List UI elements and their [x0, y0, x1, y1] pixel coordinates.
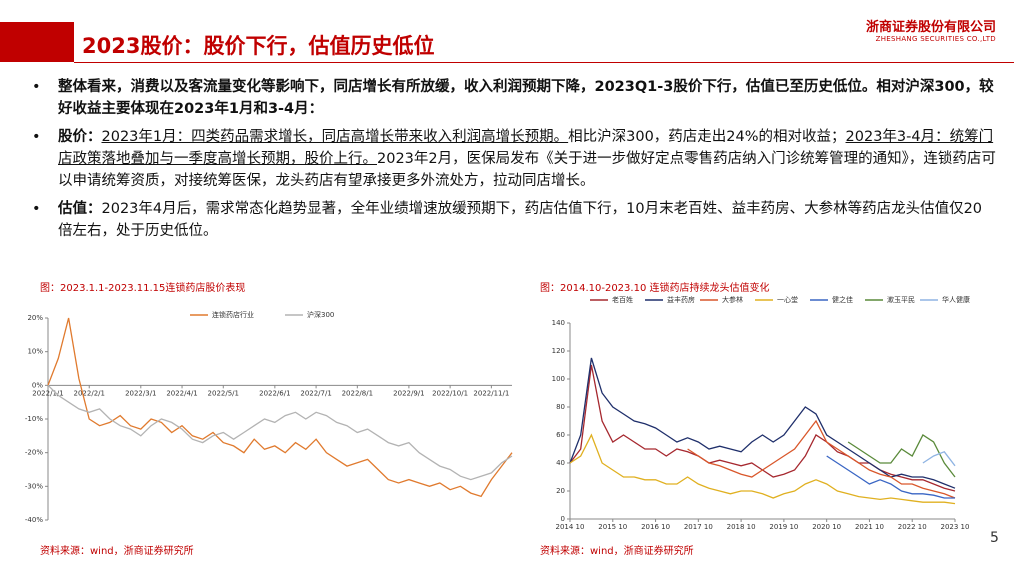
x-tick-label: 2022/1/1: [32, 389, 63, 397]
data-line: [47, 384, 513, 481]
y-tick-label: 140: [552, 319, 565, 327]
bullet-text: 2023年2月，医保局发布《关于进一步做好定点零售药店纳入门诊统筹管理的通知》，…: [58, 151, 996, 189]
bullet-text: 2023年1月：四类药品需求增长，同店高增长带来收入利润高增长预期。: [101, 129, 569, 145]
legend-label: 华人健康: [942, 295, 970, 304]
x-tick-label: 2022/5/1: [208, 389, 239, 397]
page-number: 5: [990, 530, 999, 546]
y-tick-label: -30%: [25, 482, 43, 490]
x-tick-label: 2022/3/1: [125, 389, 156, 397]
y-tick-label: 0%: [32, 381, 43, 389]
bullet: 整体看来，消费以及客流量变化等影响下，同店增长有所放缓，收入利润预期下降，202…: [28, 76, 996, 120]
logo: 浙商证券股份有限公司 ZHESHANG SECURITIES CO.,LTD: [866, 16, 996, 43]
legend-label: 连锁药店行业: [212, 310, 254, 319]
y-tick-label: 20: [556, 487, 565, 495]
bullet-label: 估值：: [58, 201, 102, 217]
x-tick-label: 2022/8/1: [342, 389, 373, 397]
x-tick-label: 2022/7/1: [300, 389, 331, 397]
legend-label: 益丰药房: [667, 295, 695, 304]
company-name-en: ZHESHANG SECURITIES CO.,LTD: [875, 35, 996, 43]
y-tick-label: 10%: [27, 348, 43, 356]
x-tick-label: 2022/2/1: [74, 389, 105, 397]
x-tick-label: 2022/6/1: [259, 389, 290, 397]
chart-title: 图：2014.10-2023.10 连锁药店持续龙头估值变化: [540, 283, 770, 294]
data-line: [47, 317, 513, 498]
divider: [74, 62, 1014, 63]
y-tick-label: 20%: [27, 314, 43, 322]
x-tick-label: 2022/9/1: [393, 389, 424, 397]
x-tick-label: 2014 10: [556, 523, 585, 531]
legend-label: 老百姓: [612, 295, 633, 304]
y-tick-label: 40: [556, 459, 565, 467]
legend-label: 沪深300: [307, 310, 334, 319]
legend-label: 大参林: [722, 295, 743, 304]
bullet-list: 整体看来，消费以及客流量变化等影响下，同店增长有所放缓，收入利润预期下降，202…: [28, 76, 996, 248]
bullet-label: 股价：: [58, 129, 102, 145]
slide-title: 2023股价：股价下行，估值历史低位: [82, 34, 435, 58]
y-tick-label: -20%: [25, 449, 43, 457]
x-tick-label: 2022/10/1: [432, 389, 468, 397]
x-tick-label: 2022 10: [898, 523, 927, 531]
y-tick-label: 60: [556, 431, 565, 439]
legend-label: 漱玉平民: [887, 295, 915, 304]
y-tick-label: 120: [552, 347, 565, 355]
x-tick-label: 2019 10: [769, 523, 798, 531]
x-tick-label: 2016 10: [641, 523, 670, 531]
data-line: [847, 434, 956, 478]
bullet-text: 相比沪深300，药店走出24%的相对收益；: [568, 129, 846, 145]
bullet: 股价：2023年1月：四类药品需求增长，同店高增长带来收入利润高增长预期。相比沪…: [28, 126, 996, 192]
x-tick-label: 2020 10: [812, 523, 841, 531]
legend-label: 一心堂: [777, 295, 798, 304]
x-tick-label: 2023 10: [941, 523, 970, 531]
bullet-text: 2023年3-4月：统筹门店政策落地叠加与一季度高增长预期，股价上行。: [58, 129, 994, 167]
source: 资料来源：wind，浙商证券研究所: [40, 546, 194, 557]
company-name: 浙商证券股份有限公司: [865, 20, 996, 35]
data-line: [687, 419, 956, 499]
x-tick-label: 2022/4/1: [166, 389, 197, 397]
title-bar: [0, 22, 74, 62]
x-tick-label: 2022/11/1: [473, 389, 509, 397]
y-tick-label: -40%: [25, 516, 43, 524]
legend-label: 健之佳: [832, 295, 853, 304]
data-line: [922, 451, 956, 467]
y-tick-label: 80: [556, 403, 565, 411]
data-line: [569, 433, 956, 505]
source: 资料来源：wind，浙商证券研究所: [540, 546, 694, 557]
x-tick-label: 2021 10: [855, 523, 884, 531]
y-tick-label: -10%: [25, 415, 43, 423]
data-line: [826, 455, 955, 499]
data-line: [569, 357, 956, 489]
data-line: [569, 364, 956, 492]
x-tick-label: 2018 10: [727, 523, 756, 531]
chart-title: 图：2023.1.1-2023.11.15连锁药店股价表现: [40, 283, 246, 294]
y-tick-label: 100: [552, 375, 565, 383]
chart: -40% -30% -20% -10% 0% 10% 20% 2022/1/1 2022/2/1…: [25, 310, 513, 524]
bullet: 估值：2023年4月后，需求常态化趋势显著，全年业绩增速放缓预期下，药店估值下行…: [28, 198, 996, 242]
x-tick-label: 2017 10: [684, 523, 713, 531]
bullet-text: 整体看来，消费以及客流量变化等影响下，同店增长有所放缓，收入利润预期下降，202…: [58, 79, 994, 117]
y-tick-label: 0: [561, 515, 565, 523]
bullet-text: 2023年4月后，需求常态化趋势显著，全年业绩增速放缓预期下，药店估值下行，10…: [58, 201, 983, 239]
x-tick-label: 2015 10: [598, 523, 627, 531]
chart: 0 20 40 60 80 100 120 140 2014 10 2015 10 2016 10 2…: [552, 295, 970, 531]
